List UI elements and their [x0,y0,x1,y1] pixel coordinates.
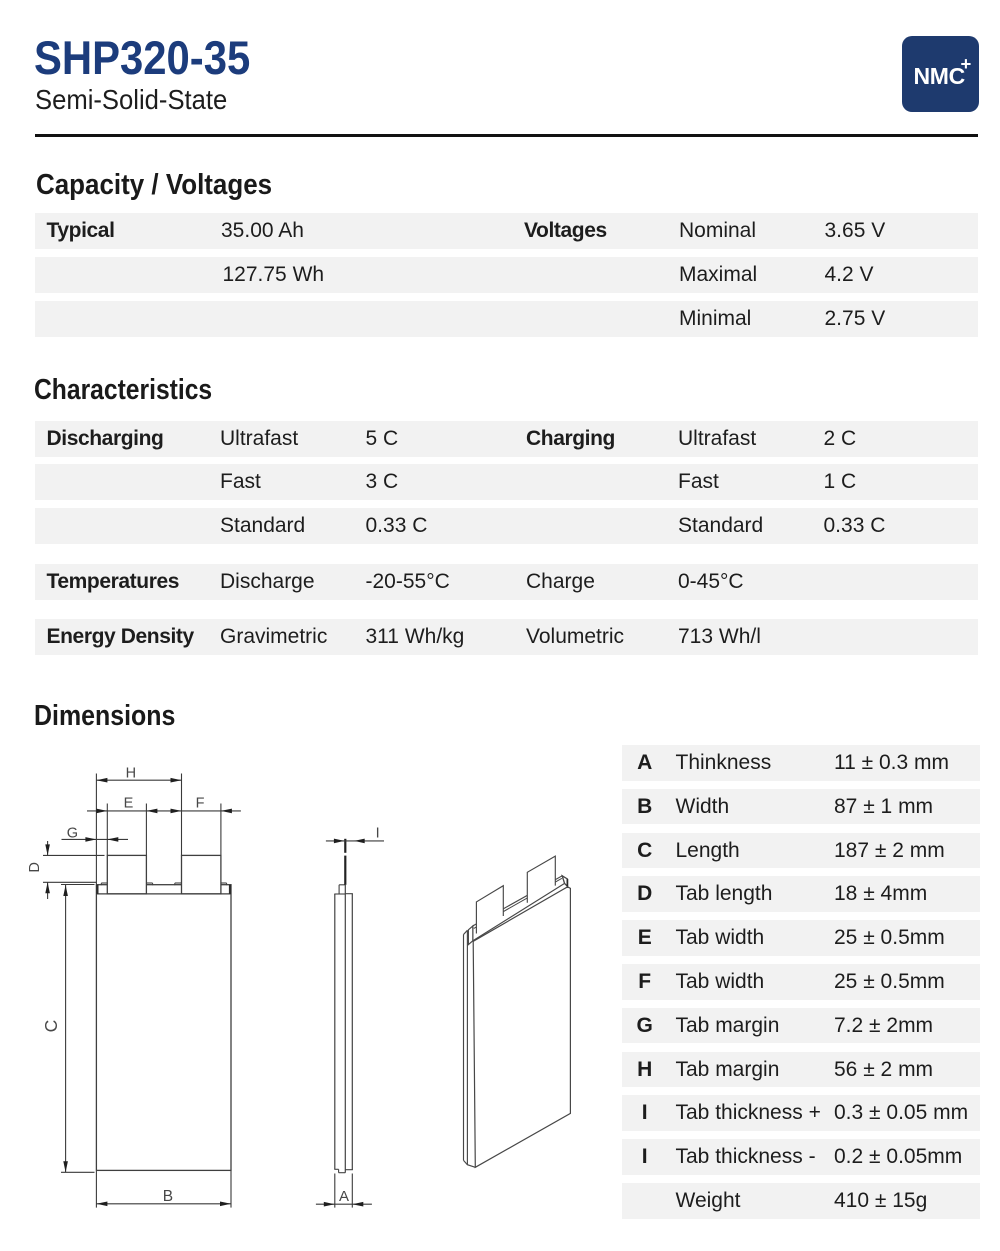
svg-text:E: E [124,796,134,812]
svg-text:A: A [339,1188,349,1205]
svg-text:D: D [27,862,43,872]
svg-text:H: H [126,765,136,781]
svg-text:C: C [41,1020,61,1033]
svg-text:I: I [376,826,380,842]
svg-text:G: G [67,825,78,841]
svg-text:F: F [196,796,205,812]
svg-text:B: B [163,1188,173,1205]
